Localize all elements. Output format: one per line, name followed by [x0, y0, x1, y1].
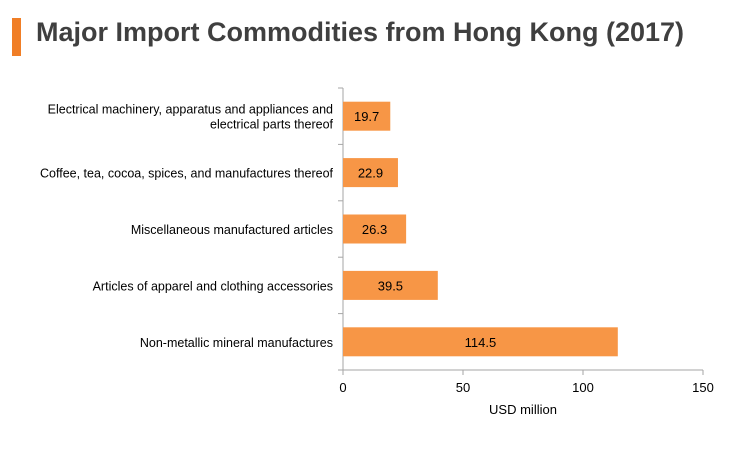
x-axis-label: USD million — [489, 402, 557, 417]
bar — [343, 327, 618, 357]
data-label: 22.9 — [358, 166, 383, 181]
category-label: Miscellaneous manufactured articles — [131, 223, 333, 237]
category-label: Non-metallic mineral manufactures — [140, 336, 333, 350]
data-label: 19.7 — [354, 109, 379, 124]
data-label: 114.5 — [465, 335, 497, 350]
bar — [343, 158, 398, 188]
category-label: Electrical machinery, apparatus and appl… — [48, 103, 333, 117]
data-label: 26.3 — [362, 222, 387, 237]
bar — [343, 214, 407, 244]
category-label: electrical parts thereof — [210, 118, 334, 132]
data-label: 39.5 — [378, 278, 403, 293]
x-tick-label: 50 — [456, 380, 470, 395]
x-tick-label: 0 — [339, 380, 346, 395]
category-label: Coffee, tea, cocoa, spices, and manufact… — [40, 167, 334, 181]
bar — [343, 101, 391, 131]
category-label: Articles of apparel and clothing accesso… — [93, 279, 333, 293]
chart-title: Major Import Commodities from Hong Kong … — [36, 17, 685, 47]
bar — [343, 270, 438, 300]
x-tick-label: 150 — [692, 380, 714, 395]
x-tick-label: 100 — [572, 380, 594, 395]
title-accent-bar — [12, 18, 21, 56]
